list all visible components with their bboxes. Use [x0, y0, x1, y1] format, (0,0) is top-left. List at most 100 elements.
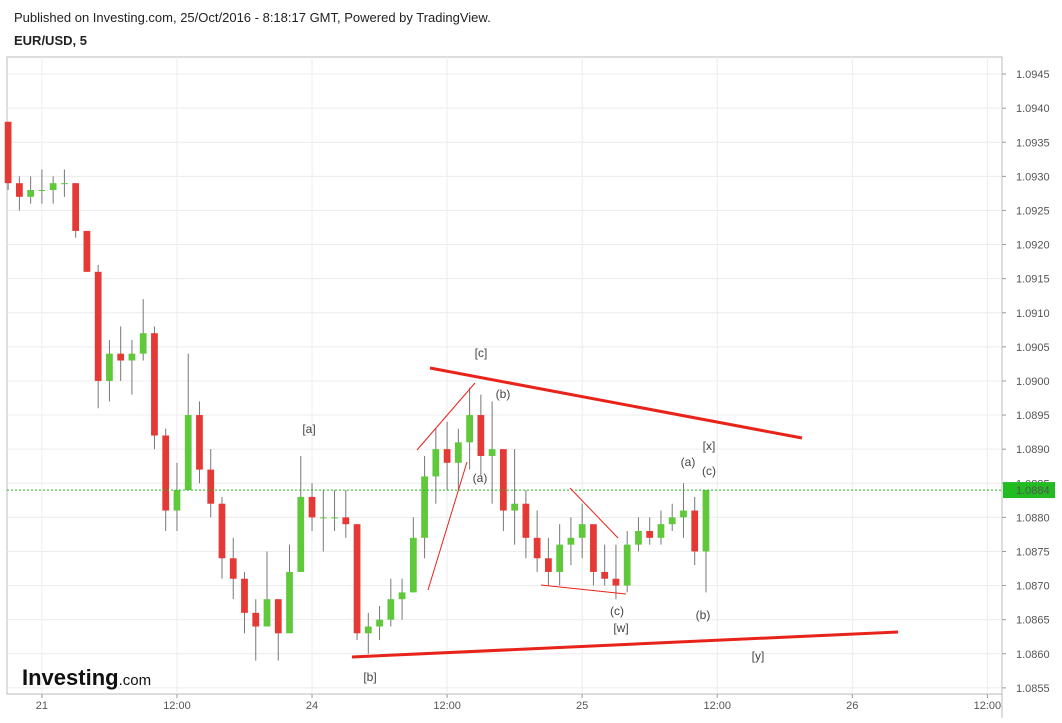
wave-label: [b]: [363, 670, 376, 684]
candle-body: [657, 524, 665, 538]
x-tick-label: 21: [36, 700, 48, 712]
x-tick-label: 12:00: [163, 700, 191, 712]
y-tick-label: 1.0855: [1016, 683, 1050, 695]
candle-body: [184, 415, 192, 491]
y-tick-label: 1.0895: [1016, 410, 1050, 422]
candle-body: [286, 571, 293, 634]
candle-body: [409, 537, 417, 593]
candle-body: [308, 496, 316, 518]
candle-body: [117, 353, 125, 361]
candle-body: [139, 333, 147, 354]
candle-body: [173, 490, 181, 511]
x-tick-label: 26: [846, 700, 858, 712]
candle-body: [151, 333, 158, 436]
wave-line: [540, 584, 627, 595]
candle-body: [590, 524, 597, 572]
x-tick-label: 12:00: [703, 700, 731, 712]
candle-body: [567, 537, 575, 545]
y-tick-label: 1.0915: [1016, 274, 1050, 286]
y-tick-label: 1.0875: [1016, 546, 1050, 558]
candle-body: [432, 449, 440, 477]
candle-body: [454, 442, 462, 463]
y-tick-label: 1.0940: [1016, 103, 1050, 115]
trend-line: [429, 366, 803, 440]
trend-line: [351, 630, 899, 659]
y-tick-label: 1.0870: [1016, 581, 1050, 593]
wave-line: [427, 461, 468, 591]
y-tick-label: 1.0900: [1016, 376, 1050, 388]
candle-body: [83, 230, 91, 272]
y-tick-label: 1.0945: [1016, 69, 1050, 81]
wave-label: [a]: [302, 422, 315, 436]
candle-body: [353, 524, 361, 634]
x-tick-label: 12:00: [433, 700, 461, 712]
candle-body: [623, 544, 631, 586]
candle-body: [601, 571, 609, 579]
candle-body: [263, 599, 271, 627]
logo-name: Investing: [22, 665, 119, 690]
y-tick-label: 1.0890: [1016, 444, 1050, 456]
candle-body: [16, 183, 23, 197]
candle-body: [545, 558, 552, 572]
candle-body: [106, 353, 113, 381]
candle-body: [522, 503, 530, 538]
candle-body: [578, 524, 586, 538]
trend-lines: [351, 366, 899, 659]
candle-body: [94, 271, 102, 381]
x-tick-label: 24: [306, 700, 318, 712]
candle-body: [229, 558, 237, 579]
wave-line: [569, 487, 619, 539]
candle-body: [466, 415, 473, 443]
candle-body: [49, 183, 57, 190]
chart-subtitle: Published on Investing.com, 25/Oct/2016 …: [14, 10, 491, 25]
candle-body: [691, 510, 699, 552]
candle-body: [218, 503, 226, 559]
wave-label: (a): [473, 471, 488, 485]
logo: Investing.com: [22, 665, 151, 690]
candle-body: [398, 592, 406, 600]
candle-body: [443, 449, 451, 463]
candle-body: [128, 353, 136, 361]
wave-label: [c]: [475, 346, 488, 360]
candle-body: [668, 517, 676, 525]
candle-body: [331, 517, 338, 519]
candle-body: [511, 503, 519, 511]
wave-label: [x]: [703, 439, 716, 453]
last-price-label: 1.0884: [1016, 485, 1050, 497]
logo-suffix: .com: [119, 672, 152, 689]
wave-label: (c): [702, 464, 716, 478]
candle-body: [680, 510, 687, 518]
candle-body: [61, 183, 68, 185]
candle-body: [27, 189, 35, 197]
y-tick-label: 1.0910: [1016, 308, 1050, 320]
candle-body: [533, 537, 541, 559]
candle-body: [646, 530, 654, 538]
candle-body: [207, 469, 215, 504]
wave-label: (b): [696, 608, 711, 622]
candle-body: [421, 476, 428, 538]
candle-body: [376, 619, 383, 627]
candle-body: [162, 435, 170, 511]
candle-body: [702, 490, 710, 552]
candle-body: [612, 578, 620, 586]
y-tick-label: 1.0935: [1016, 137, 1050, 149]
wave-label: [w]: [613, 621, 628, 635]
candle-body: [252, 612, 260, 627]
candle-body: [364, 626, 372, 634]
candle-body: [274, 599, 282, 634]
candle-body: [241, 578, 248, 613]
wave-line: [416, 382, 476, 451]
y-tick-label: 1.0880: [1016, 512, 1050, 524]
y-tick-label: 1.0920: [1016, 240, 1050, 252]
last-price-box: [1003, 482, 1055, 499]
y-tick-label: 1.0930: [1016, 171, 1050, 183]
candle-body: [72, 183, 80, 231]
y-tick-label: 1.0860: [1016, 649, 1050, 661]
candle-body: [499, 449, 507, 511]
wave-label: (a): [681, 455, 696, 469]
x-tick-label: 25: [576, 700, 588, 712]
candle-body: [4, 121, 12, 184]
chart-title: EUR/USD, 5: [14, 33, 87, 48]
candle-body: [387, 599, 395, 620]
